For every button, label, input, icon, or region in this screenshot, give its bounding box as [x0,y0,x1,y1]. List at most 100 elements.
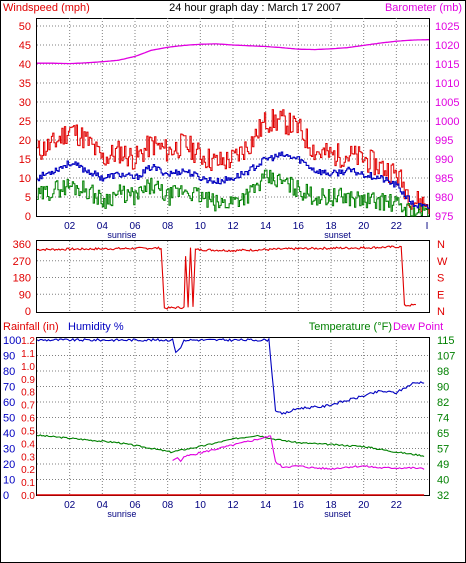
humidity-tick-label: 100 [3,335,21,347]
windspeed-gust-line [37,109,430,215]
windspeed-tick-label: 50 [19,21,31,33]
windspeed-tick-label: 10 [19,173,31,185]
temperature-tick-label: 32 [437,490,449,502]
direction-tick-label: 270 [13,256,31,268]
barometer-tick-label: 1000 [435,116,459,128]
windspeed-average-line [37,151,430,209]
direction-tick-label: 180 [13,273,31,285]
barometer-tick-label: 1020 [435,40,459,52]
humidity-tick-label: 60 [3,397,15,409]
rainfall-tick-label: 0.5 [21,426,35,437]
direction-panel-frame [36,240,430,313]
time-tick-label: 16 [293,221,305,232]
temperature-axis-title: Temperature (°F) [309,321,392,333]
sunrise-label: sunrise [107,509,136,519]
windspeed-tick-label: 30 [19,97,31,109]
time-tick-label: 18 [325,221,337,232]
direction-tick-label: 90 [19,289,31,301]
humidity-axis-title: Humidity % [68,321,124,333]
time-tick-label: 06 [129,500,141,511]
series-layer [36,39,430,496]
windspeed-tick-label: 40 [19,59,31,71]
windspeed-tick-label: 0 [25,211,31,223]
compass-tick-label: N [437,239,445,251]
windspeed-tick-label: 25 [19,116,31,128]
barometer-tick-label: 1015 [435,59,459,71]
grid-layer [37,18,429,495]
direction-tick-label: 360 [13,239,31,251]
time-tick-label: 10 [195,221,207,232]
time-tick-label: 22 [391,221,403,232]
direction-tick-label: 0 [25,306,31,318]
rainfall-tick-label: 0.9 [21,375,35,386]
rainfall-tick-label: 0.7 [21,401,35,412]
time-tick-label: 14 [260,221,272,232]
barometer-tick-label: 1005 [435,97,459,109]
barometer-line [37,39,429,65]
humidity-tick-label: 50 [3,413,15,425]
rainfall-tick-label: 1.0 [21,362,35,373]
windspeed-tick-label: 20 [19,135,31,147]
barometer-tick-label: 1010 [435,78,459,90]
dewpoint-axis-title: Dew Point [393,321,443,333]
dewpoint-line [172,435,425,471]
graph-title: 24 hour graph day : March 17 2007 [169,2,341,14]
windspeed-tick-label: 5 [25,192,31,204]
rainfall-tick-label: 0.3 [21,452,35,463]
temperature-tick-label: 49 [437,459,449,471]
time-tick-label: 18 [325,500,337,511]
rainfall-tick-label: 0.1 [21,478,35,489]
sunset-label: sunset [324,509,351,519]
humidity-tick-label: 20 [3,459,15,471]
temperature-line [36,434,425,458]
tick-label-layer: 5045403530252015105010251020101510101005… [3,21,459,519]
rainfall-axis-title: Rainfall (in) [3,321,59,333]
time-tick-label: 10 [195,500,207,511]
humidity-tick-label: 70 [3,382,15,394]
barometer-tick-label: 995 [435,135,453,147]
temperature-tick-label: 40 [437,475,449,487]
time-tick-label: 08 [162,500,174,511]
humidity-tick-label: 30 [3,444,15,456]
rainfall-tick-label: 0.0 [21,491,35,502]
time-end-tick-label: I [426,221,429,232]
barometer-tick-label: 975 [435,211,453,223]
barometer-tick-label: 1025 [435,21,459,33]
temperature-tick-label: 90 [437,382,449,394]
time-tick-label: 06 [129,221,141,232]
barometer-axis-title: Barometer (mb) [385,2,462,14]
barometer-tick-label: 980 [435,192,453,204]
temperature-tick-label: 98 [437,366,449,378]
humidity-line [36,337,425,415]
time-tick-label: 02 [64,221,76,232]
windspeed-axis-title: Windspeed (mph) [3,2,90,14]
humidity-tick-label: 90 [3,351,15,363]
sunrise-label: sunrise [107,230,136,240]
time-tick-label: 20 [358,221,370,232]
temperature-tick-label: 115 [437,335,455,347]
time-tick-label: 02 [64,500,76,511]
windspeed-low-line [37,169,429,217]
time-tick-label: 12 [227,500,239,511]
compass-tick-label: S [437,273,444,285]
rainfall-tick-label: 0.2 [21,465,35,476]
barometer-tick-label: 990 [435,154,453,166]
time-tick-label: 20 [358,500,370,511]
time-tick-label: 04 [97,221,109,232]
compass-tick-label: N [437,306,445,318]
time-tick-label: 12 [227,221,239,232]
time-tick-label: 04 [97,500,109,511]
rainfall-tick-label: 0.8 [21,388,35,399]
sunset-label: sunset [324,230,351,240]
humidity-tick-label: 0 [3,490,9,502]
barometer-tick-label: 985 [435,173,453,185]
humidity-tick-label: 40 [3,428,15,440]
wind-direction-line [36,245,416,310]
time-tick-label: 08 [162,221,174,232]
humidity-tick-label: 80 [3,366,15,378]
rainfall-tick-label: 1.2 [21,336,35,347]
rainfall-tick-label: 0.6 [21,414,35,425]
compass-tick-label: W [437,256,448,268]
